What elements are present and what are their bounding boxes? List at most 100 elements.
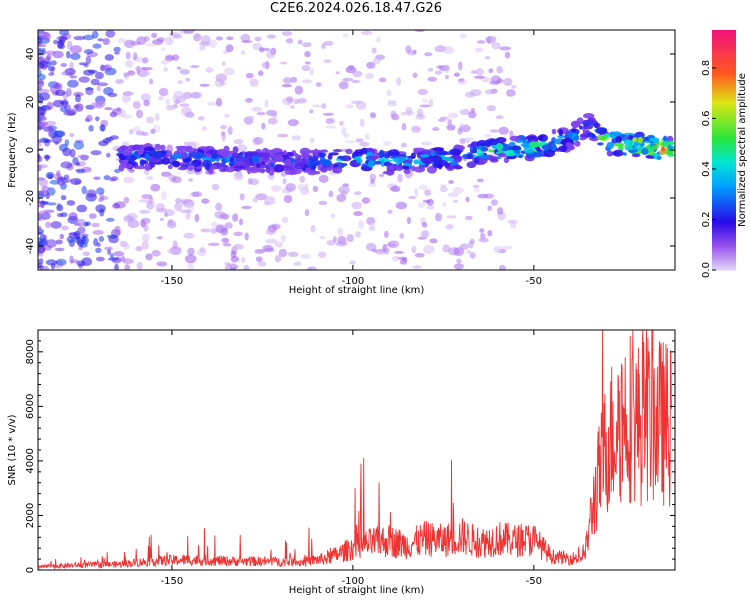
noise-blob <box>98 140 109 147</box>
band-blob <box>413 166 426 173</box>
colorbar-segment <box>712 216 736 219</box>
noise-blob <box>244 98 254 103</box>
colorbar-segment <box>712 196 736 199</box>
noise-blob <box>282 178 287 185</box>
noise-blob <box>142 57 149 64</box>
noise-blob <box>66 235 76 244</box>
noise-blob <box>384 230 389 238</box>
noise-blob <box>176 66 182 70</box>
noise-blob <box>323 40 334 46</box>
band-blob <box>611 143 624 147</box>
noise-blob <box>370 112 376 119</box>
noise-blob <box>114 225 121 235</box>
noise-blob <box>477 178 484 183</box>
noise-blob <box>108 235 119 244</box>
noise-blob <box>91 222 100 228</box>
colorbar-segment <box>712 132 736 135</box>
noise-blob <box>265 238 278 244</box>
colorbar-segment <box>712 92 736 95</box>
band-blob <box>205 162 210 171</box>
noise-blob <box>233 231 243 237</box>
band-blob <box>523 146 535 154</box>
band-blob <box>171 153 183 159</box>
noise-blob <box>469 252 476 259</box>
noise-blob <box>483 193 494 199</box>
colorbar-segment <box>712 154 736 157</box>
noise-blob <box>257 261 267 267</box>
noise-blob <box>210 228 218 234</box>
noise-blob <box>123 176 135 184</box>
noise-blob <box>368 182 377 187</box>
colorbar-segment <box>712 136 736 139</box>
noise-blob <box>261 122 266 130</box>
noise-blob <box>291 135 302 141</box>
band-blob <box>177 166 188 171</box>
noise-blob <box>179 69 190 75</box>
noise-blob <box>69 133 75 137</box>
colorbar-segment <box>712 128 736 131</box>
colorbar-segment <box>712 248 736 251</box>
noise-blob <box>435 212 442 222</box>
bottom-y-axis-label: SNR (10 * v/v) <box>7 414 18 485</box>
colorbar-segment <box>712 170 736 173</box>
noise-blob <box>199 45 206 51</box>
colorbar-segment <box>712 266 736 269</box>
noise-blob <box>453 186 464 194</box>
noise-blob <box>390 110 397 119</box>
noise-blob <box>412 72 418 79</box>
noise-blob <box>69 255 74 264</box>
noise-blob <box>66 200 76 206</box>
band-blob <box>622 152 627 156</box>
noise-blob <box>141 241 149 250</box>
noise-blob <box>38 73 46 81</box>
noise-blob <box>96 187 105 195</box>
noise-blob <box>38 197 41 203</box>
noise-blob <box>87 69 98 74</box>
heatmap-blobs <box>38 30 675 270</box>
noise-blob <box>504 51 511 59</box>
noise-blob <box>280 171 287 177</box>
noise-blob <box>478 237 489 243</box>
colorbar-segment <box>712 268 736 271</box>
noise-blob <box>160 191 168 201</box>
band-blob <box>404 165 410 170</box>
noise-blob <box>442 244 451 253</box>
band-blob <box>403 168 411 175</box>
noise-blob <box>210 221 218 228</box>
colorbar-segment <box>712 240 736 243</box>
colorbar-segment <box>712 214 736 217</box>
noise-blob <box>75 162 81 166</box>
noise-blob <box>101 65 109 70</box>
band-blob <box>550 143 557 151</box>
noise-blob <box>371 47 377 54</box>
noise-blob <box>447 112 459 119</box>
noise-blob <box>70 52 81 61</box>
colorbar-segment <box>712 76 736 79</box>
noise-blob <box>202 125 208 131</box>
noise-blob <box>438 118 446 122</box>
noise-blob <box>509 130 514 138</box>
noise-blob <box>258 47 271 52</box>
band-blob <box>262 147 269 155</box>
noise-blob <box>143 99 150 107</box>
noise-blob <box>465 136 474 143</box>
colorbar-segment <box>712 140 736 143</box>
noise-blob <box>50 221 62 229</box>
colorbar-segment <box>712 110 736 113</box>
band-blob <box>144 162 151 171</box>
noise-blob <box>325 125 337 129</box>
noise-blob <box>359 118 365 127</box>
noise-blob <box>474 47 484 52</box>
noise-blob <box>282 77 292 84</box>
band-blob <box>658 149 667 155</box>
noise-blob <box>81 185 87 195</box>
noise-blob <box>146 176 154 181</box>
colorbar-segment <box>712 82 736 85</box>
colorbar-segment <box>712 162 736 165</box>
noise-blob <box>38 36 42 44</box>
band-blob <box>413 148 419 154</box>
noise-blob <box>479 232 486 240</box>
noise-blob <box>422 98 429 104</box>
noise-blob <box>115 79 124 84</box>
noise-blob <box>38 201 44 208</box>
